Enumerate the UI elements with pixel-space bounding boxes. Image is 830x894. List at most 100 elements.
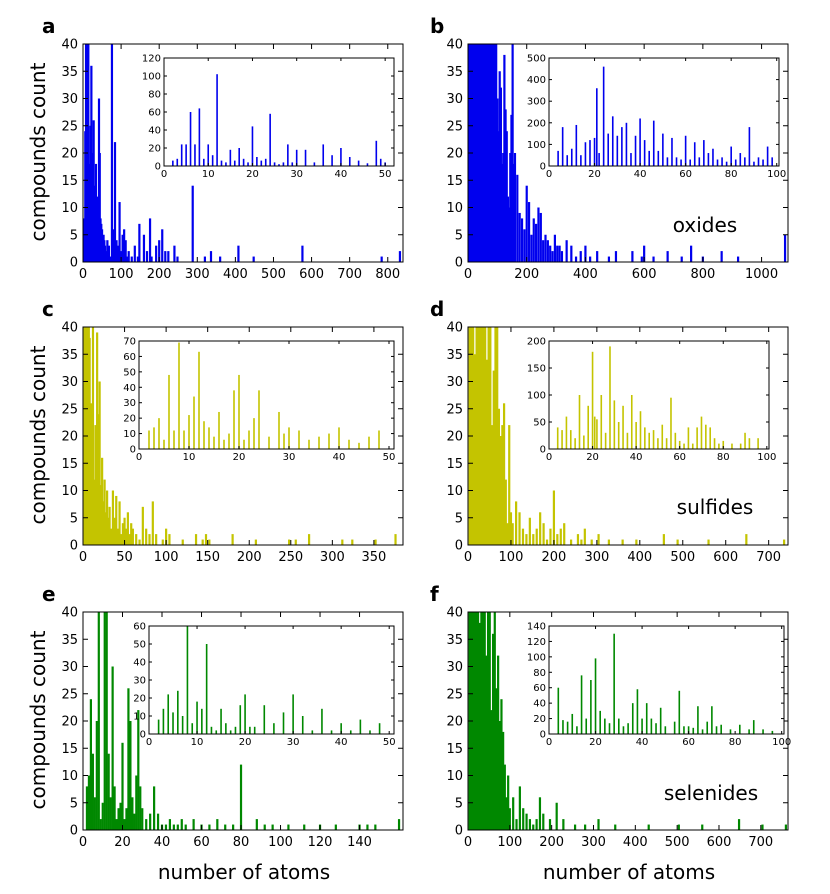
panel-c-main-bar <box>130 523 133 545</box>
panel-b-inset-bar <box>596 88 598 166</box>
panel-d-main-bar <box>597 534 600 545</box>
panel-b-inset-bar <box>639 118 641 166</box>
panel-d-inset-bar <box>600 395 603 449</box>
panel-b-main-bar <box>589 256 592 262</box>
panel-d-inset-bar <box>583 435 585 449</box>
panel-b-inset-x-tick-label: 20 <box>588 169 601 180</box>
panel-f-main-bar <box>505 797 508 830</box>
panel-f-main-bar <box>522 808 525 830</box>
panel-f-inset-y-tick-label: 0 <box>540 730 546 741</box>
panel-a-inset-bar <box>379 158 382 166</box>
panel-f-inset-y-tick-label: 80 <box>533 668 546 679</box>
panel-c-inset-bar <box>378 430 380 449</box>
panel-a-main-x-tick-label: 600 <box>299 267 324 282</box>
panel-c-inset-bar <box>188 415 190 449</box>
panel-a-main-y-tick-label: 20 <box>61 147 78 162</box>
panel-b-main-bar <box>527 202 531 262</box>
panel-d-inset-bar <box>687 427 690 449</box>
panel-c-main-bar <box>307 534 311 545</box>
panel-a-main-x-tick-label: 800 <box>375 267 400 282</box>
panel-a-inset-x-tick-label: 50 <box>379 169 392 180</box>
panel-c-main-bar <box>181 539 184 545</box>
panel-e-main-y-tick-label: 0 <box>70 824 78 839</box>
panel-c-inset-y-tick-label: 30 <box>123 398 136 409</box>
panel-d-inset-y-tick-label: 150 <box>527 364 546 375</box>
panel-e-inset-bar <box>215 730 218 734</box>
panel-c-inset-bar <box>268 436 270 449</box>
panel-f-main-bar <box>761 824 764 830</box>
panel-f-main-bar <box>597 819 600 830</box>
panel-b-inset-bar <box>598 153 600 166</box>
panel-c-main-x-tick-label: 300 <box>320 550 345 565</box>
panel-f-main-bar <box>584 824 587 830</box>
panel-e-main-bar <box>271 824 274 830</box>
panel-a-main-bar <box>115 240 118 262</box>
panel-e-main-bar <box>97 612 100 830</box>
panel-f-main-bar <box>528 819 532 830</box>
panel-c-inset-background <box>139 341 394 449</box>
panel-f-main-bar <box>475 612 478 830</box>
panel-d-main-x-tick-label: 100 <box>499 550 524 565</box>
panel-b-main-bar <box>556 245 559 262</box>
panel-b-inset-bar <box>693 142 696 166</box>
panel-b-main-bar <box>485 44 488 262</box>
panel-d-inset-bar <box>569 430 572 449</box>
panel-b-main-bar <box>506 196 510 262</box>
panel-e-main-bar <box>109 797 112 830</box>
panel-f-inset-bar <box>645 703 648 734</box>
panel-c-inset-bar <box>248 430 250 449</box>
panel-e-inset-bar <box>311 730 314 734</box>
panel-b-inset-bar <box>666 157 669 166</box>
panel-e-main-y-tick-label: 35 <box>61 633 78 648</box>
panel-b-inset-bar <box>607 133 610 166</box>
panel-a-main-bar <box>138 223 141 262</box>
panel-a-inset-y-tick-label: 120 <box>142 54 161 65</box>
panel-f-inset-y-tick-label: 100 <box>527 652 546 663</box>
panel-b-main-bar <box>480 44 484 262</box>
panel-e-inset-bar <box>177 690 179 734</box>
panel-f-main-bar <box>485 655 488 830</box>
panel-d-inset-bar <box>731 443 733 449</box>
panel-f-inset-bar <box>599 710 601 734</box>
panel-f-inset-bar <box>650 718 653 734</box>
panel-b-main-bar <box>492 44 495 262</box>
panel-c-main-bar <box>128 534 131 545</box>
panel-b-main-x-tick-label: 600 <box>632 267 657 282</box>
panel-d-inset-bar <box>587 405 590 449</box>
panel-e-main-bar <box>303 824 306 830</box>
panel-b-main-bar <box>500 163 504 262</box>
panel-f-main-bar <box>503 764 506 830</box>
panel-b-inset-bar <box>630 153 632 166</box>
panel-c-inset-bar <box>198 351 200 449</box>
panel-f-inset-bar <box>771 730 774 734</box>
panel-a-main-y-tick-label: 5 <box>70 228 78 243</box>
panel-d-inset-bar <box>648 432 650 449</box>
panel-b-main-bar <box>584 245 587 262</box>
panel-b-main-bar <box>508 207 511 262</box>
panel-f-inset-frame <box>548 625 785 735</box>
panel-c-main-bar <box>111 490 115 545</box>
panel-d-main-bar <box>484 327 487 545</box>
panel-d-main-bar <box>621 539 624 545</box>
panel-a-main-x-tick-label: 100 <box>109 267 134 282</box>
panel-b-main-y-tick-label: 35 <box>446 65 463 80</box>
panel-d-inset-bar <box>639 411 642 449</box>
y-axis-label-row3: compounds count <box>26 630 50 809</box>
panel-d-inset-bar <box>604 432 607 449</box>
panel-a-inset-bar <box>233 160 236 166</box>
panel-d-inset-bar <box>696 427 698 449</box>
panel-e-inset-bar <box>229 730 232 734</box>
panel-d-main-bar <box>501 425 504 545</box>
panel-d-main-bar <box>508 425 511 545</box>
panel-f-inset-bar <box>655 723 657 734</box>
panel-d-main-bar <box>635 539 638 545</box>
panel-a-main-bar <box>112 229 115 262</box>
panel-b-main-bar <box>525 185 528 262</box>
panel-f-inset-bar <box>715 726 718 734</box>
panel-e-inset-y-tick-label: 50 <box>133 640 146 651</box>
panel-a-inset-background <box>164 58 394 166</box>
panel-c-main-bar <box>125 528 128 545</box>
panel-a-inset-y-tick-label: 60 <box>148 108 161 119</box>
panel-e-inset-bar <box>210 726 213 734</box>
panel-d-inset-bar <box>744 432 746 449</box>
